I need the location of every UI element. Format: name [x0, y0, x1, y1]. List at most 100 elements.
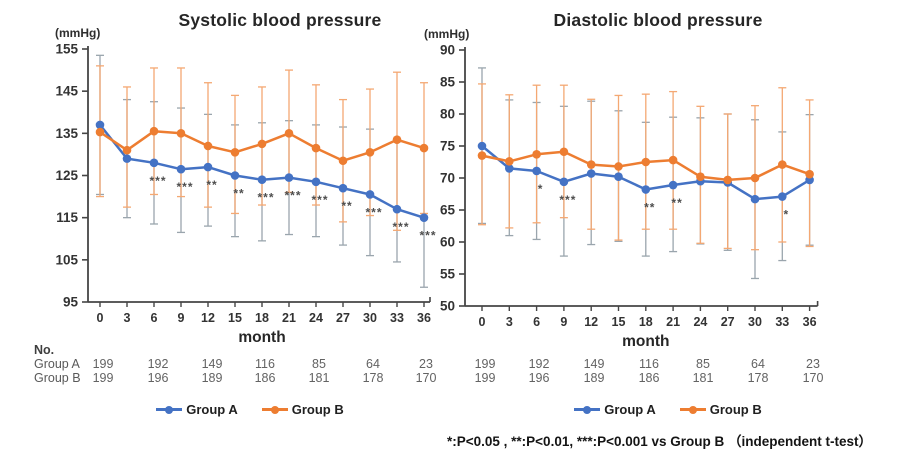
x-tick-label: 24	[693, 315, 707, 329]
data-point	[477, 151, 487, 160]
data-point	[203, 141, 213, 151]
data-point	[668, 155, 678, 165]
sample-size-value: 116	[255, 357, 275, 371]
data-point	[176, 129, 186, 138]
data-point	[284, 129, 294, 138]
data-point	[723, 175, 732, 185]
data-point	[419, 213, 429, 222]
x-tick-label: 3	[506, 315, 513, 329]
data-point	[284, 173, 294, 182]
significance-marker: ***	[284, 189, 301, 203]
y-tick-label: 155	[55, 42, 78, 57]
data-point	[477, 141, 487, 151]
data-point	[586, 169, 596, 178]
legend-label: Group A	[186, 402, 238, 417]
sample-size-value: 178	[747, 371, 769, 385]
data-point	[203, 162, 213, 172]
significance-marker: *	[783, 208, 789, 222]
data-point	[696, 172, 705, 182]
y-tick-label: 145	[55, 84, 78, 99]
data-point	[532, 150, 541, 159]
group-a-line-marker-icon	[156, 405, 183, 414]
legend-item-group-b: Group B	[679, 402, 762, 417]
y-tick-label: 95	[63, 295, 79, 310]
sample-size-value: 23	[419, 357, 433, 371]
x-tick-label: 12	[201, 311, 215, 325]
data-point	[532, 166, 541, 176]
data-point	[614, 162, 623, 171]
group-b-line-marker-icon	[679, 405, 706, 414]
data-point	[750, 173, 760, 183]
sample-size-value: 196	[528, 371, 550, 385]
y-tick-label: 85	[440, 75, 456, 90]
y-tick-label: 75	[440, 139, 456, 154]
sample-size-value: 181	[692, 371, 714, 385]
x-tick-label: 9	[560, 315, 567, 329]
x-tick-label: 21	[282, 311, 296, 325]
sample-size-value: 116	[639, 357, 659, 371]
x-tick-label: 33	[390, 311, 404, 325]
data-point	[392, 204, 402, 214]
significance-marker: ***	[257, 191, 274, 205]
data-point	[559, 177, 569, 187]
sample-size-value: 64	[366, 357, 380, 371]
y-tick-label: 60	[440, 235, 455, 250]
data-point	[230, 171, 240, 180]
x-tick-label: 12	[584, 315, 598, 329]
y-tick-label: 135	[55, 126, 78, 141]
sample-size-value: 149	[583, 357, 605, 371]
legend-item-group-a: Group A	[574, 402, 656, 417]
data-point	[778, 192, 787, 201]
x-tick-label: 24	[309, 311, 323, 325]
data-point	[149, 126, 159, 136]
y-tick-label: 70	[440, 171, 455, 186]
sample-size-value: 189	[201, 371, 223, 385]
sample-size-value: 192	[147, 357, 169, 371]
sample-size-value: 170	[415, 371, 437, 385]
significance-marker: ***	[392, 220, 409, 234]
data-point	[559, 147, 569, 157]
data-point	[392, 135, 402, 144]
x-tick-label: 27	[336, 311, 350, 325]
data-point	[614, 172, 623, 182]
x-tick-label: 18	[639, 315, 653, 329]
x-tick-label: 18	[255, 311, 269, 325]
sample-size-value: 192	[528, 357, 550, 371]
group-a-line-marker-icon	[574, 405, 601, 414]
legend-label: Group B	[709, 402, 762, 417]
y-tick-label: 105	[55, 252, 78, 267]
x-tick-label: 3	[124, 311, 131, 325]
legend-diastolic: Group A Group B	[548, 402, 788, 417]
y-tick-label: 115	[56, 210, 78, 225]
data-point	[257, 175, 267, 185]
legend-item-group-a: Group A	[156, 402, 238, 417]
data-point	[805, 169, 814, 179]
data-point	[338, 183, 348, 193]
sample-size-value: 189	[583, 371, 605, 385]
data-point	[95, 127, 105, 137]
group-b-line-marker-icon	[261, 405, 288, 414]
data-point	[778, 160, 787, 169]
x-tick-label: 0	[479, 315, 486, 329]
diastolic-unit-label: (mmHg)	[424, 27, 470, 41]
significance-footnote: *:P<0.05 , **:P<0.01, ***:P<0.001 vs Gro…	[447, 434, 873, 449]
sample-size-value: 178	[362, 371, 384, 385]
data-point	[750, 194, 760, 204]
systolic-unit-label: (mmHg)	[55, 26, 101, 40]
y-tick-label: 55	[440, 267, 456, 282]
x-tick-label: 36	[417, 311, 431, 325]
data-point	[419, 143, 429, 153]
significance-marker: ***	[419, 229, 436, 243]
sample-size-value: 196	[147, 371, 169, 385]
sample-table-row-label-b: Group B	[34, 371, 81, 385]
y-tick-label: 80	[440, 107, 455, 122]
data-point	[95, 120, 105, 130]
x-axis-label: month	[622, 333, 669, 350]
sample-size-value: 170	[802, 371, 824, 385]
legend-label: Group B	[291, 402, 344, 417]
data-point	[122, 145, 132, 155]
data-point	[311, 177, 321, 187]
sample-size-value: 199	[92, 357, 114, 371]
diastolic-chart-title: Diastolic blood pressure	[553, 10, 763, 30]
